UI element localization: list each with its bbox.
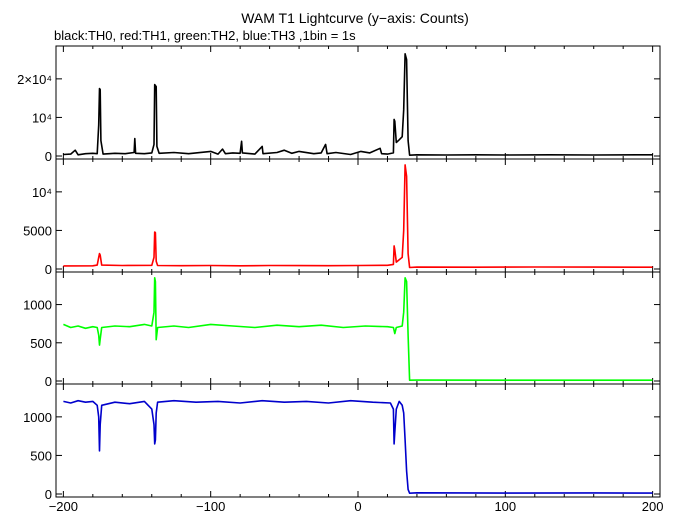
series-line-th0	[63, 53, 653, 156]
panel-frame	[55, 45, 661, 160]
panel-frame	[55, 158, 661, 273]
y-tick-label: 0	[45, 262, 52, 277]
y-tick-label: 500	[30, 336, 52, 351]
panel-th0: 0 10⁴ 2×10⁴	[17, 45, 661, 164]
x-tick-label: 100	[494, 499, 516, 514]
panel-th1: 0 5000 10⁴	[23, 158, 661, 277]
y-tick-label: 10⁴	[32, 110, 52, 125]
y-tick-label: 500	[30, 448, 52, 463]
series-line-th1	[63, 164, 653, 269]
panel-frame	[55, 271, 661, 385]
x-tick-label: −200	[49, 499, 78, 514]
y-tick-label: 0	[45, 149, 52, 164]
panel-th3: 0 500 1000	[23, 383, 661, 502]
x-tick-label: −100	[196, 499, 225, 514]
x-tick-label: 200	[642, 499, 664, 514]
y-tick-label: 2×10⁴	[17, 72, 52, 87]
y-tick-label: 10⁴	[32, 185, 52, 200]
y-tick-label: 0	[45, 487, 52, 502]
series-line-th2	[63, 277, 653, 381]
series-line-th3	[63, 399, 653, 494]
x-tick-label: 0	[354, 499, 361, 514]
y-tick-label: 0	[45, 374, 52, 389]
y-tick-label: 1000	[23, 410, 52, 425]
y-tick-label: 1000	[23, 298, 52, 313]
chart-subtitle: black:TH0, red:TH1, green:TH2, blue:TH3 …	[54, 28, 356, 43]
y-tick-label: 5000	[23, 223, 52, 238]
chart-title: WAM T1 Lightcurve (y−axis: Counts)	[241, 10, 469, 26]
panel-th2: 0 500 1000	[23, 271, 661, 389]
